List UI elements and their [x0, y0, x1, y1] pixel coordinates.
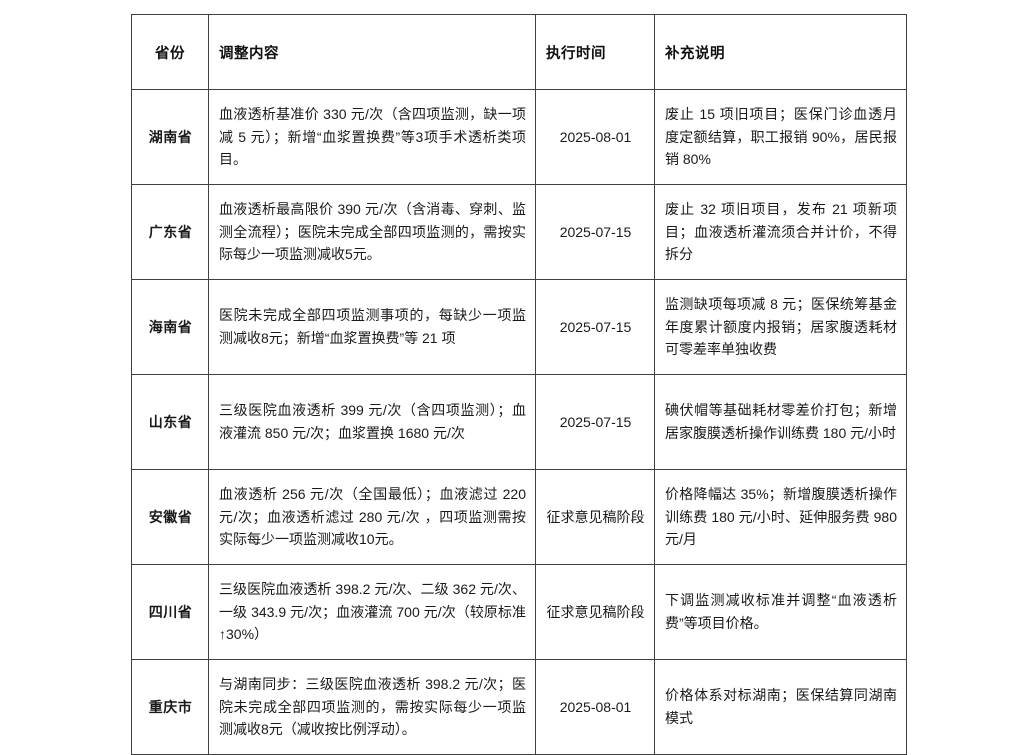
- table-row: 山东省 三级医院血液透析 399 元/次（含四项监测）；血液灌流 850 元/次…: [131, 374, 907, 470]
- cell-province: 重庆市: [131, 659, 209, 755]
- cell-note: 废止 15 项旧项目；医保门诊血透月度定额结算，职工报销 90%，居民报销 80…: [654, 89, 907, 185]
- cell-date: 2025-07-15: [535, 374, 655, 470]
- cell-date: 2025-07-15: [535, 184, 655, 280]
- cell-content: 医院未完成全部四项监测事项的，每缺少一项监测减收8元；新增“血浆置换费”等 21…: [208, 279, 536, 375]
- cell-date: 2025-07-15: [535, 279, 655, 375]
- cell-note: 下调监测减收标准并调整“血液透析费”等项目价格。: [654, 564, 907, 660]
- table-row: 海南省 医院未完成全部四项监测事项的，每缺少一项监测减收8元；新增“血浆置换费”…: [131, 279, 907, 375]
- cell-note: 监测缺项每项减 8 元；医保统筹基金年度累计额度内报销；居家腹透耗材可零差率单独…: [654, 279, 907, 375]
- cell-province: 广东省: [131, 184, 209, 280]
- cell-province: 四川省: [131, 564, 209, 660]
- cell-note: 碘伏帽等基础耗材零差价打包；新增居家腹膜透析操作训练费 180 元/小时: [654, 374, 907, 470]
- table-row: 安徽省 血液透析 256 元/次（全国最低）；血液滤过 220 元/次；血液透析…: [131, 469, 907, 565]
- cell-content: 三级医院血液透析 399 元/次（含四项监测）；血液灌流 850 元/次；血浆置…: [208, 374, 536, 470]
- cell-content: 与湖南同步：三级医院血液透析 398.2 元/次；医院未完成全部四项监测的，需按…: [208, 659, 536, 755]
- cell-date: 2025-08-01: [535, 659, 655, 755]
- column-header-date: 执行时间: [535, 14, 655, 90]
- cell-date: 征求意见稿阶段: [535, 469, 655, 565]
- cell-province: 海南省: [131, 279, 209, 375]
- document-page: 省份 调整内容 执行时间 补充说明 湖南省 血液透析基准价 330 元/次（含四…: [131, 14, 907, 755]
- column-header-note: 补充说明: [654, 14, 907, 90]
- table-header: 省份 调整内容 执行时间 补充说明: [131, 14, 907, 90]
- cell-province: 安徽省: [131, 469, 209, 565]
- cell-content: 血液透析基准价 330 元/次（含四项监测，缺一项减 5 元）；新增“血浆置换费…: [208, 89, 536, 185]
- cell-content: 血液透析最高限价 390 元/次（含消毒、穿刺、监测全流程）；医院未完成全部四项…: [208, 184, 536, 280]
- cell-province: 湖南省: [131, 89, 209, 185]
- policy-table-container: 省份 调整内容 执行时间 补充说明 湖南省 血液透析基准价 330 元/次（含四…: [131, 14, 907, 755]
- cell-note: 废止 32 项旧项目，发布 21 项新项目；血液透析灌流须合并计价，不得拆分: [654, 184, 907, 280]
- cell-date: 征求意见稿阶段: [535, 564, 655, 660]
- table-row: 湖南省 血液透析基准价 330 元/次（含四项监测，缺一项减 5 元）；新增“血…: [131, 89, 907, 185]
- cell-province: 山东省: [131, 374, 209, 470]
- table-header-row: 省份 调整内容 执行时间 补充说明: [131, 14, 907, 90]
- table-row: 四川省 三级医院血液透析 398.2 元/次、二级 362 元/次、一级 343…: [131, 564, 907, 660]
- cell-content: 血液透析 256 元/次（全国最低）；血液滤过 220 元/次；血液透析滤过 2…: [208, 469, 536, 565]
- table-row: 广东省 血液透析最高限价 390 元/次（含消毒、穿刺、监测全流程）；医院未完成…: [131, 184, 907, 280]
- table-row: 重庆市 与湖南同步：三级医院血液透析 398.2 元/次；医院未完成全部四项监测…: [131, 659, 907, 755]
- cell-content: 三级医院血液透析 398.2 元/次、二级 362 元/次、一级 343.9 元…: [208, 564, 536, 660]
- province-dialysis-price-table: 省份 调整内容 执行时间 补充说明 湖南省 血液透析基准价 330 元/次（含四…: [131, 14, 907, 755]
- column-header-province: 省份: [131, 14, 209, 90]
- cell-date: 2025-08-01: [535, 89, 655, 185]
- table-body: 湖南省 血液透析基准价 330 元/次（含四项监测，缺一项减 5 元）；新增“血…: [131, 89, 907, 755]
- cell-note: 价格降幅达 35%；新增腹膜透析操作训练费 180 元/小时、延伸服务费 980…: [654, 469, 907, 565]
- column-header-content: 调整内容: [208, 14, 536, 90]
- cell-note: 价格体系对标湖南；医保结算同湖南模式: [654, 659, 907, 755]
